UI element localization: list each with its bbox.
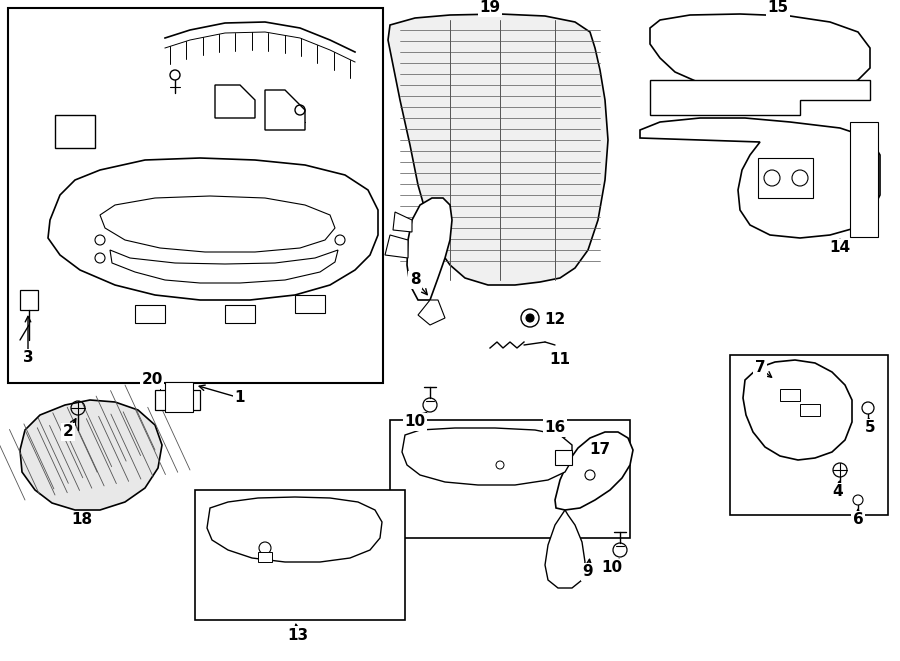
Polygon shape (780, 389, 800, 401)
Text: 14: 14 (830, 241, 850, 256)
Polygon shape (265, 90, 305, 130)
Text: 12: 12 (544, 313, 565, 327)
Text: 3: 3 (22, 350, 33, 366)
Polygon shape (407, 198, 452, 300)
Circle shape (526, 314, 534, 322)
Polygon shape (402, 428, 572, 485)
Text: 17: 17 (590, 442, 610, 457)
Text: 5: 5 (865, 420, 876, 436)
Polygon shape (555, 432, 633, 510)
Bar (155, 390, 200, 410)
Bar (165, 382, 193, 412)
Text: 7: 7 (755, 360, 765, 375)
Polygon shape (800, 404, 820, 416)
Polygon shape (393, 212, 412, 232)
Text: 10: 10 (404, 414, 426, 430)
Text: 15: 15 (768, 1, 788, 15)
Polygon shape (388, 14, 608, 285)
Text: 8: 8 (410, 272, 420, 288)
Polygon shape (55, 115, 95, 148)
Polygon shape (207, 497, 382, 562)
Text: 13: 13 (287, 627, 309, 642)
Polygon shape (135, 305, 165, 323)
Text: 1: 1 (235, 391, 245, 405)
Polygon shape (215, 85, 255, 118)
Text: 4: 4 (832, 485, 843, 500)
Bar (8, 8, 383, 383)
Text: 9: 9 (582, 564, 593, 580)
Polygon shape (20, 400, 162, 510)
Polygon shape (640, 118, 880, 238)
Bar (390, 420, 630, 538)
Bar (195, 490, 405, 620)
Text: 19: 19 (480, 1, 500, 15)
Polygon shape (225, 305, 255, 323)
Polygon shape (258, 552, 272, 562)
Polygon shape (418, 300, 445, 325)
Text: 18: 18 (71, 512, 93, 527)
Polygon shape (20, 290, 38, 310)
Bar (730, 355, 888, 515)
Polygon shape (650, 14, 870, 93)
Polygon shape (48, 158, 378, 300)
Polygon shape (545, 510, 585, 588)
Text: 20: 20 (141, 373, 163, 387)
Polygon shape (295, 295, 325, 313)
Polygon shape (555, 450, 572, 465)
Text: 6: 6 (852, 512, 863, 527)
Text: 10: 10 (601, 561, 623, 576)
Bar (758, 158, 813, 198)
Text: 2: 2 (63, 424, 74, 440)
Polygon shape (385, 235, 408, 258)
Bar (850, 122, 878, 237)
Text: 11: 11 (550, 352, 571, 368)
Polygon shape (650, 80, 870, 115)
Polygon shape (743, 360, 852, 460)
Text: 16: 16 (544, 420, 565, 436)
